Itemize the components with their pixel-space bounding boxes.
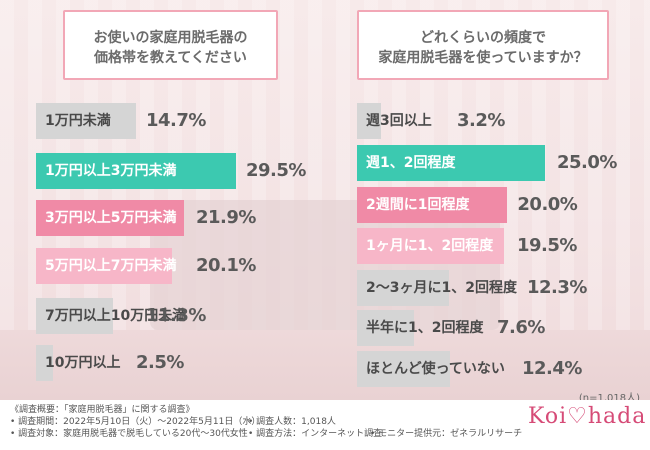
frequency-bar-1: 週3回以上	[357, 103, 432, 139]
footer-people: • 調査人数：1,018人	[248, 417, 336, 427]
frequency-bar-label-4: 1ヶ月に1、2回程度	[366, 238, 494, 254]
logo-wordmark: Koi♡hada	[528, 404, 647, 429]
frequency-bar-label-2: 週1、2回程度	[366, 155, 456, 171]
frequency-bar-6: 半年に1、2回程度	[357, 310, 483, 346]
price-bar-value-5: 11.3%	[146, 305, 206, 326]
frequency-bar-value-6: 7.6%	[497, 317, 545, 338]
price-bar-label-2: 1万円以上3万円未満	[45, 163, 177, 179]
footer-heading: 《調査概要：「家庭用脱毛器」に関する調査》	[10, 405, 195, 415]
price-bar-3: 3万円以上5万円未満	[36, 200, 185, 236]
frequency-bar-label-7: ほとんど使っていない	[366, 361, 505, 377]
frequency-bar-label-1: 週3回以上	[366, 113, 432, 129]
frequency-bar-5: 2～3ヶ月に1、2回程度	[357, 270, 517, 306]
price-bar-value-4: 20.1%	[196, 255, 256, 276]
price-bar-2: 1万円以上3万円未満	[36, 153, 236, 189]
price-bar-1: 1万円未満	[36, 103, 136, 139]
frequency-bar-value-5: 12.3%	[527, 277, 587, 298]
footer-target: • 調査対象：家庭用脱毛器で脱毛している20代～30代女性	[10, 429, 248, 439]
frequency-bar-value-7: 12.4%	[522, 358, 582, 379]
price-bar-label-3: 3万円以上5万円未満	[45, 210, 177, 226]
question-price-line1: お使いの家庭用脱毛器の	[93, 30, 248, 46]
price-bar-value-2: 29.5%	[246, 160, 306, 181]
frequency-bar-value-4: 19.5%	[517, 235, 577, 256]
question-frequency-line2: 家庭用脱毛器を使っていますか？	[378, 50, 588, 66]
frequency-bar-7: ほとんど使っていない	[357, 351, 505, 387]
sample-size-note: (n=1,018人)	[578, 393, 640, 404]
footer-method: • 調査方法：インターネット調査	[248, 429, 383, 439]
koihada-logo: Koi♡hada	[528, 404, 647, 445]
frequency-bar-label-5: 2～3ヶ月に1、2回程度	[366, 280, 517, 296]
price-bar-label-5: 7万円以上10万円未満	[45, 308, 187, 324]
footer-monitor: • モニター提供元：ゼネラルリサーチ	[370, 429, 523, 439]
price-bar-label-6: 10万円以上	[45, 355, 121, 371]
background-floor	[0, 330, 650, 400]
price-bar-4: 5万円以上7万円未満	[36, 248, 176, 284]
question-price-line2: 価格帯を教えてください	[94, 50, 247, 66]
price-bar-value-3: 21.9%	[196, 207, 256, 228]
footer: 《調査概要：「家庭用脱毛器」に関する調査》 • 調査期間：2022年5月10日（…	[0, 400, 650, 450]
price-bar-6: 10万円以上	[36, 345, 120, 381]
frequency-bar-value-3: 20.0%	[517, 194, 578, 215]
frequency-bar-value-1: 3.2%	[457, 110, 505, 131]
question-box-price: お使いの家庭用脱毛器の 価格帯を教えてください	[63, 10, 278, 80]
frequency-bar-3: 2週間に1回程度	[357, 187, 508, 223]
frequency-bar-label-6: 半年に1、2回程度	[366, 320, 484, 336]
footer-period: • 調査期間：2022年5月10日（火）～2022年5月11日（水）	[10, 417, 261, 427]
frequency-bar-2: 週1、2回程度	[357, 145, 545, 181]
price-bar-value-1: 14.7%	[146, 110, 206, 131]
price-bar-label-4: 5万円以上7万円未満	[45, 258, 177, 274]
price-bar-value-6: 2.5%	[136, 352, 184, 373]
price-bar-5: 7万円以上10万円未満	[36, 298, 186, 334]
question-box-frequency: どれくらいの頻度で 家庭用脱毛器を使っていますか？	[357, 10, 609, 80]
frequency-bar-label-3: 2週間に1回程度	[366, 197, 470, 213]
frequency-bar-4: 1ヶ月に1、2回程度	[357, 228, 504, 264]
price-bar-label-1: 1万円未満	[45, 113, 111, 129]
question-frequency-line1: どれくらいの頻度で	[420, 30, 546, 46]
frequency-bar-value-2: 25.0%	[557, 152, 617, 173]
